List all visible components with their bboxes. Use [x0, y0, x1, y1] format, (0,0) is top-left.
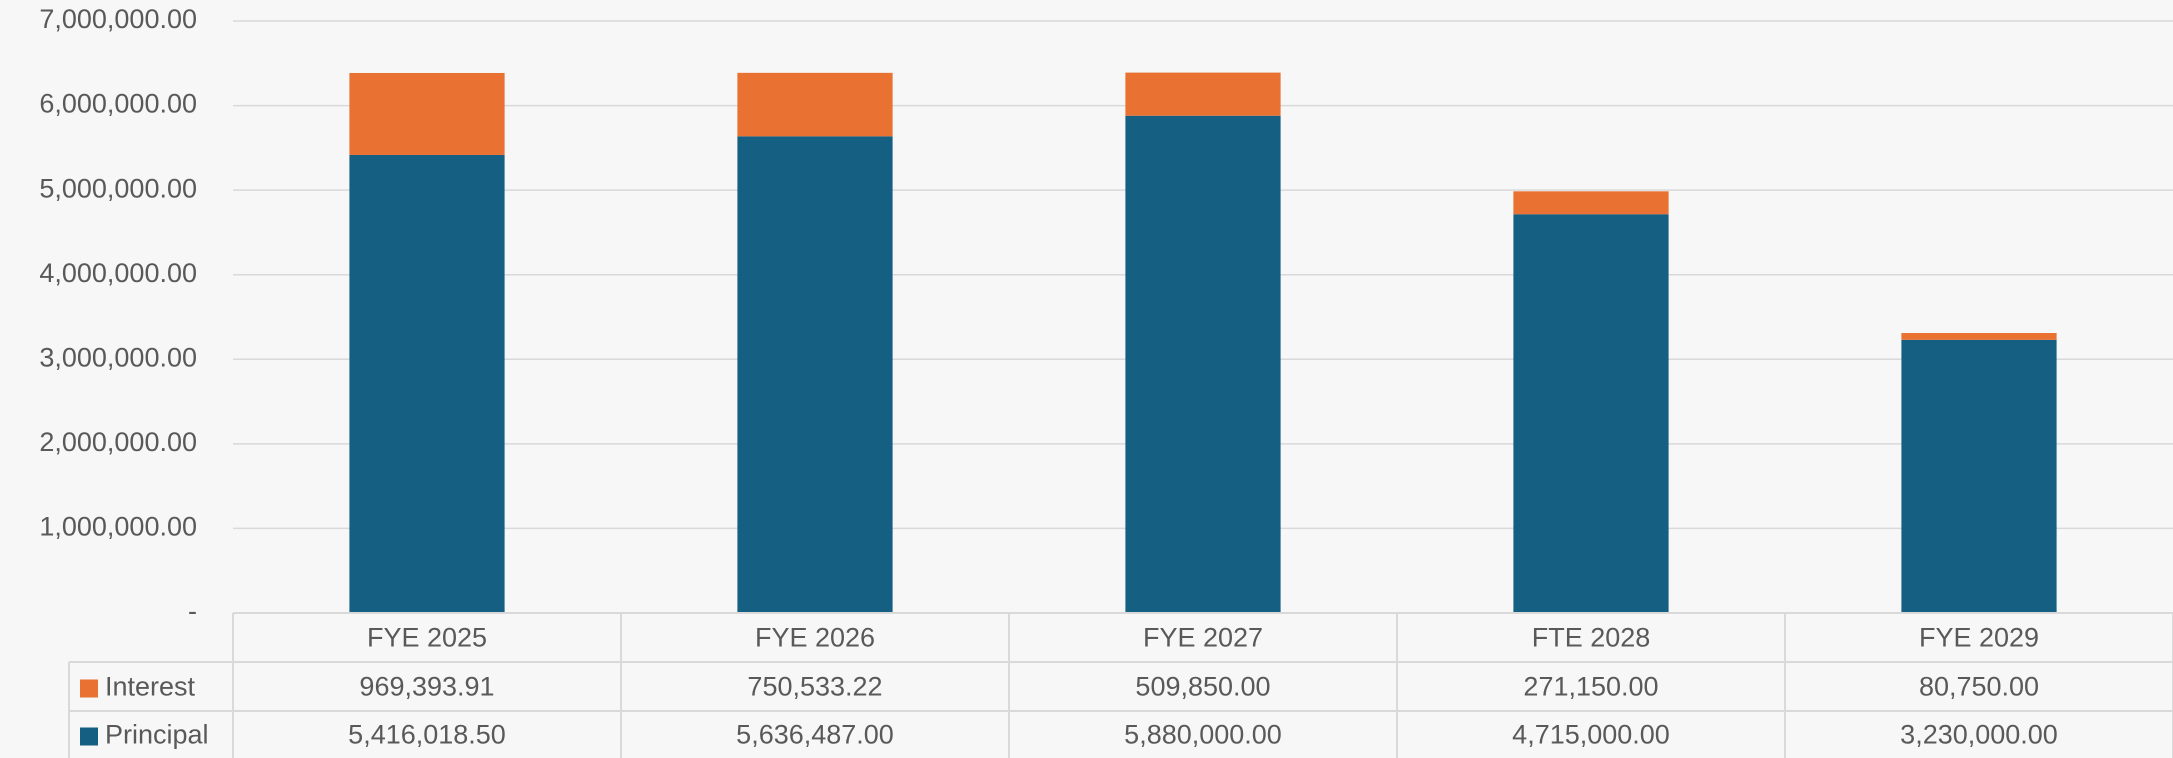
bar-segment — [1901, 339, 2057, 613]
x-tick-label: FYE 2027 — [1143, 623, 1263, 653]
y-tick-label: 6,000,000.00 — [39, 89, 197, 119]
table-value: 509,850.00 — [1135, 672, 1270, 702]
x-tick-label: FTE 2028 — [1532, 623, 1651, 653]
bar-segment — [349, 154, 505, 613]
bar-segment — [1513, 214, 1669, 613]
y-tick-label: 2,000,000.00 — [39, 427, 197, 457]
bar-segment — [1125, 115, 1281, 613]
y-tick-label: 1,000,000.00 — [39, 512, 197, 542]
x-tick-label: FYE 2025 — [367, 623, 487, 653]
legend-swatch — [80, 679, 98, 698]
y-tick-label: 5,000,000.00 — [39, 173, 197, 203]
table-value: 5,416,018.50 — [348, 720, 506, 750]
y-tick-label: - — [188, 596, 197, 626]
table-value: 5,880,000.00 — [1124, 720, 1282, 750]
table-value: 3,230,000.00 — [1900, 720, 2058, 750]
table-value: 80,750.00 — [1919, 672, 2039, 702]
legend-label: Principal — [105, 720, 209, 750]
bar-segment — [737, 136, 893, 613]
legend-swatch — [80, 727, 98, 746]
table-value: 271,150.00 — [1523, 672, 1658, 702]
y-tick-label: 4,000,000.00 — [39, 258, 197, 288]
table-value: 750,533.22 — [747, 672, 882, 702]
bar-segment — [1125, 72, 1281, 116]
x-tick-label: FYE 2026 — [755, 623, 875, 653]
y-tick-label: 7,000,000.00 — [39, 4, 197, 34]
table-value: 969,393.91 — [359, 672, 494, 702]
table-value: 5,636,487.00 — [736, 720, 894, 750]
x-tick-label: FYE 2029 — [1919, 623, 2039, 653]
table-value: 4,715,000.00 — [1512, 720, 1670, 750]
bar-segment — [737, 72, 893, 137]
bar-segment — [1901, 333, 2057, 340]
legend-label: Interest — [105, 672, 196, 702]
y-tick-label: 3,000,000.00 — [39, 342, 197, 372]
bar-segment — [349, 72, 505, 155]
bar-segment — [1513, 191, 1669, 215]
